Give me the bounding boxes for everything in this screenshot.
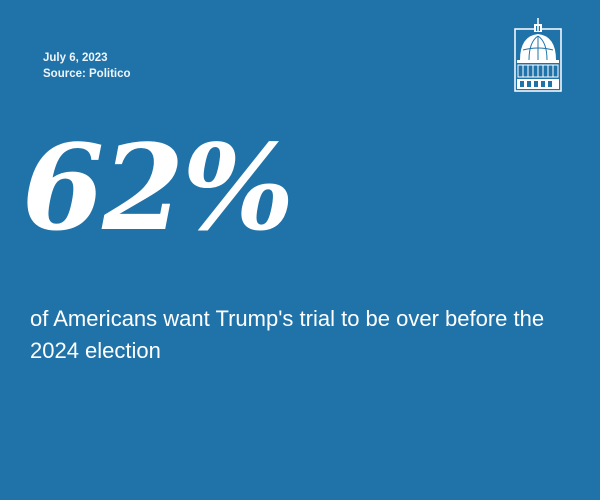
date-label: July 6, 2023: [43, 52, 108, 64]
source-label: Source: Politico: [43, 68, 131, 80]
stat-value: 62%: [22, 118, 294, 257]
capitol-dome-icon: [514, 18, 562, 92]
stat-caption: of Americans want Trump's trial to be ov…: [30, 306, 545, 363]
meta-info: July 6, 2023 Source: Politico: [43, 50, 131, 82]
